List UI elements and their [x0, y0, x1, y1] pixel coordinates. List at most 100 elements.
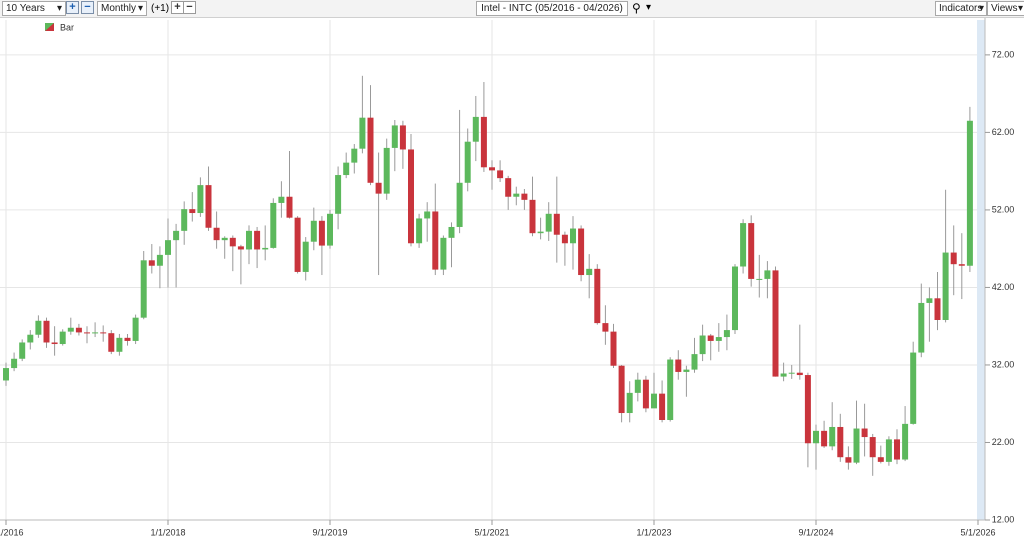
- candle-body: [934, 298, 941, 320]
- candle-body: [683, 369, 690, 372]
- range-select[interactable]: 10 Years ▾: [2, 1, 66, 16]
- candle-body: [918, 302, 925, 353]
- candle-body: [659, 393, 666, 420]
- candle-body: [335, 175, 342, 214]
- candle-body: [950, 252, 957, 265]
- candle-body: [699, 335, 706, 355]
- candle-body: [132, 317, 139, 341]
- dropdown-arrow: ▾: [56, 3, 62, 14]
- indicators-label: Indicators: [939, 3, 983, 14]
- candle-body: [845, 457, 852, 463]
- candle-body: [618, 365, 625, 414]
- candle-body: [11, 358, 18, 369]
- views-label: Views: [991, 3, 1018, 14]
- y-tick-label: 52.00: [992, 204, 1015, 214]
- toolbar: 10 Years ▾ + − Monthly ▾ (+1) + − Intel - …: [0, 0, 1024, 18]
- candle-body: [294, 217, 301, 272]
- candle-body: [715, 337, 722, 341]
- candle-body: [173, 230, 180, 241]
- candle-body: [570, 228, 576, 244]
- search-icon[interactable]: ⚲: [632, 1, 641, 15]
- y-tick-label: 62.00: [992, 127, 1015, 137]
- candle-body: [310, 220, 317, 242]
- candle-body: [788, 372, 795, 374]
- candle-body: [19, 342, 26, 359]
- symbol-box[interactable]: Intel - INTC (05/2016 - 04/2026): [476, 1, 628, 16]
- x-tick-label: 5/1/2026: [960, 527, 995, 537]
- candle-body: [75, 327, 82, 333]
- offset-minus-button[interactable]: −: [183, 1, 196, 14]
- indicators-button[interactable]: Indicators ▾: [935, 1, 987, 16]
- candle-body: [189, 209, 196, 214]
- candle-body: [456, 182, 463, 227]
- candle-body: [440, 237, 447, 270]
- candle-body: [521, 193, 528, 200]
- candle-body: [51, 342, 58, 345]
- candle-body: [667, 359, 674, 420]
- legend-icon-down: [45, 23, 54, 31]
- candle-body: [489, 167, 495, 171]
- candle-body: [723, 330, 730, 338]
- candle-body: [529, 199, 536, 234]
- candle-body: [318, 220, 325, 246]
- candle-body: [246, 230, 252, 250]
- views-button[interactable]: Views ▾: [987, 1, 1024, 16]
- candle-body: [286, 196, 293, 218]
- candle-body: [391, 125, 398, 148]
- candle-body: [408, 149, 414, 244]
- candle-body: [772, 270, 779, 377]
- candle-body: [148, 260, 155, 266]
- candle-body: [707, 335, 714, 341]
- candle-body: [359, 117, 366, 149]
- candle-body: [108, 333, 115, 352]
- candle-body: [472, 116, 479, 142]
- candle-body: [829, 426, 836, 447]
- candle-body: [302, 241, 309, 272]
- candle-body: [254, 230, 261, 250]
- candle-body: [513, 193, 520, 197]
- candle-body: [634, 379, 641, 393]
- candle-body: [764, 270, 771, 279]
- candle-body: [877, 457, 884, 462]
- zoom-in-button[interactable]: +: [66, 1, 79, 14]
- dropdown-arrow: ▾: [978, 3, 984, 14]
- candle-body: [958, 264, 965, 266]
- candle-body: [642, 379, 649, 409]
- candle-body: [740, 223, 747, 267]
- candle-body: [691, 354, 698, 370]
- candle-body: [651, 393, 657, 409]
- interval-select[interactable]: Monthly ▾: [97, 1, 147, 16]
- zoom-out-button[interactable]: −: [81, 1, 94, 14]
- candle-body: [756, 278, 763, 280]
- range-label: 10 Years: [6, 3, 45, 14]
- candle-body: [910, 352, 917, 424]
- candle-body: [424, 211, 431, 219]
- offset-label: (+1): [151, 3, 170, 14]
- candle-body: [545, 213, 552, 232]
- search-arrow[interactable]: ▾: [646, 2, 652, 13]
- candle-body: [594, 268, 601, 324]
- y-tick-label: 12.00: [992, 514, 1015, 524]
- candle-body: [966, 120, 973, 266]
- candle-body: [197, 185, 204, 214]
- candle-body: [578, 228, 585, 276]
- interval-label: Monthly: [101, 3, 137, 14]
- x-tick-label: 5/1/2021: [474, 527, 509, 537]
- candle-body: [448, 226, 455, 238]
- candle-body: [156, 254, 163, 266]
- candle-body: [561, 234, 568, 244]
- candle-body: [367, 117, 374, 183]
- candle-body: [116, 337, 123, 352]
- candle-body: [480, 116, 487, 168]
- candle-body: [237, 246, 244, 250]
- chart: Bar 12.00 22.00 32.00 42.00 52.00 62.00 72.00 5…: [0, 18, 1015, 537]
- candle-body: [586, 268, 593, 276]
- candle-body: [67, 327, 74, 332]
- candle-body: [43, 320, 50, 343]
- candle-body: [327, 213, 333, 246]
- candle-body: [894, 439, 900, 460]
- y-tick-label: 42.00: [992, 282, 1015, 292]
- candle-body: [464, 141, 471, 183]
- candle-body: [59, 331, 66, 345]
